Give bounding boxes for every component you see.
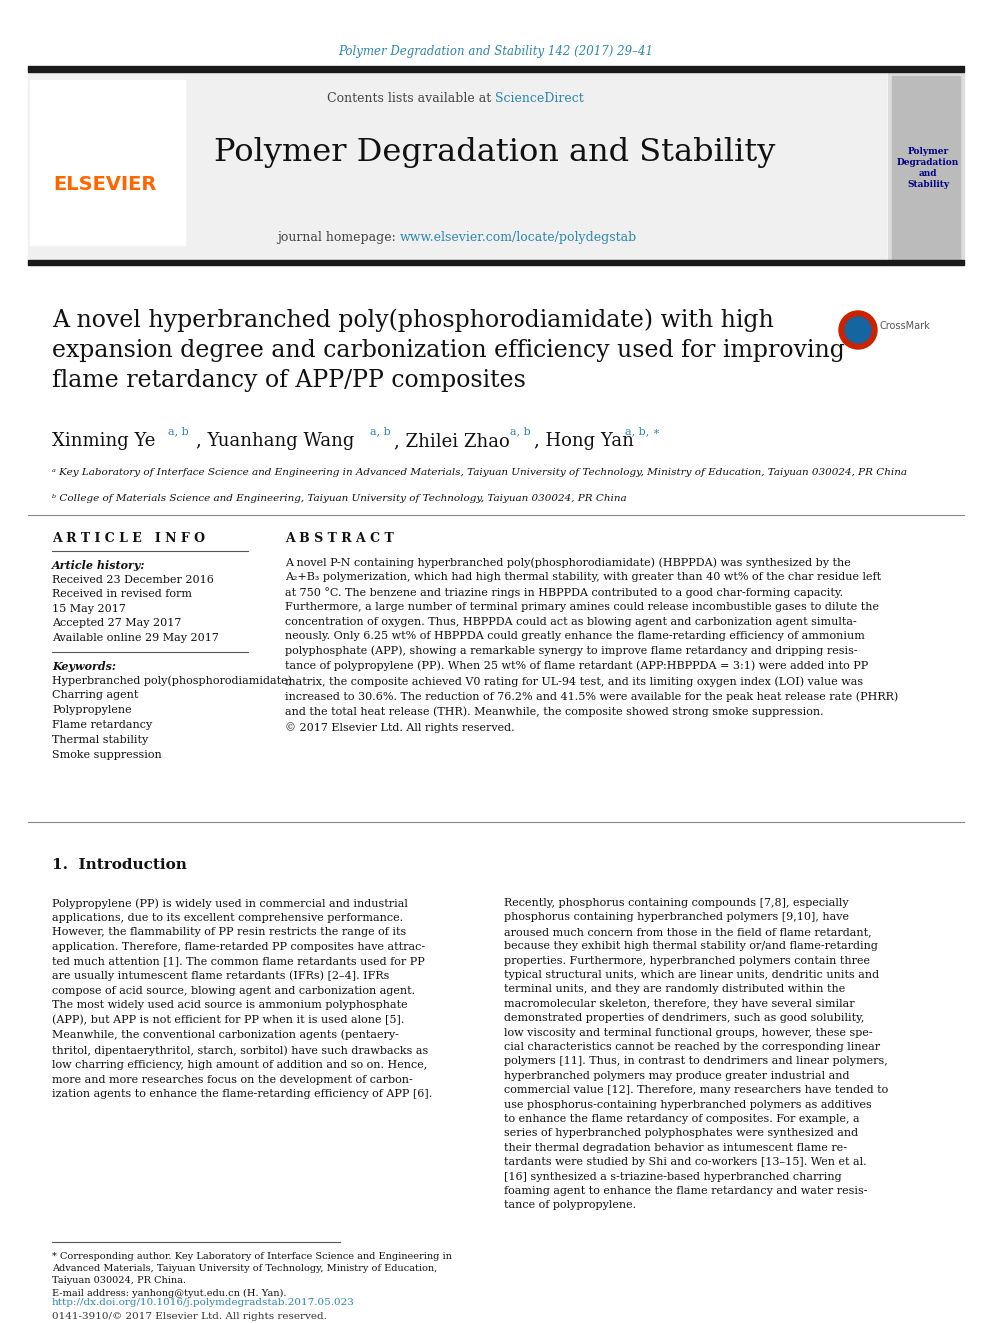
- Text: Polymer Degradation and Stability: Polymer Degradation and Stability: [214, 136, 776, 168]
- Text: CrossMark: CrossMark: [880, 321, 930, 331]
- Text: A B S T R A C T: A B S T R A C T: [285, 532, 394, 545]
- Text: , Zhilei Zhao: , Zhilei Zhao: [394, 433, 510, 450]
- Bar: [30, 79, 185, 245]
- Text: Recently, phosphorus containing compounds [7,8], especially
phosphorus containin: Recently, phosphorus containing compound…: [504, 898, 888, 1211]
- Text: ᵇ College of Materials Science and Engineering, Taiyuan University of Technology: ᵇ College of Materials Science and Engin…: [52, 493, 627, 503]
- Text: a, b, ∗: a, b, ∗: [625, 426, 661, 437]
- Text: www.elsevier.com/locate/polydegstab: www.elsevier.com/locate/polydegstab: [400, 230, 637, 243]
- Text: ᵃ Key Laboratory of Interface Science and Engineering in Advanced Materials, Tai: ᵃ Key Laboratory of Interface Science an…: [52, 468, 907, 478]
- Text: * Corresponding author. Key Laboratory of Interface Science and Engineering in
A: * Corresponding author. Key Laboratory o…: [52, 1252, 452, 1298]
- Text: Polymer
Degradation
and
Stability: Polymer Degradation and Stability: [897, 147, 959, 189]
- Text: A novel hyperbranched poly(phosphorodiamidate) with high
expansion degree and ca: A novel hyperbranched poly(phosphorodiam…: [52, 308, 845, 392]
- Text: A novel P-N containing hyperbranched poly(phosphorodiamidate) (HBPPDA) was synth: A novel P-N containing hyperbranched pol…: [285, 557, 898, 733]
- Bar: [888, 71, 964, 265]
- Text: a, b: a, b: [370, 426, 391, 437]
- Text: A R T I C L E   I N F O: A R T I C L E I N F O: [52, 532, 205, 545]
- Text: a, b: a, b: [510, 426, 531, 437]
- Bar: [892, 75, 960, 261]
- Text: Polypropylene (PP) is widely used in commercial and industrial
applications, due: Polypropylene (PP) is widely used in com…: [52, 898, 433, 1099]
- Text: ScienceDirect: ScienceDirect: [495, 91, 583, 105]
- Text: , Hong Yan: , Hong Yan: [534, 433, 634, 450]
- Bar: [28, 261, 964, 265]
- Circle shape: [839, 311, 877, 349]
- Circle shape: [845, 318, 871, 343]
- Text: journal homepage:: journal homepage:: [277, 230, 400, 243]
- Text: Xinming Ye: Xinming Ye: [52, 433, 156, 450]
- Text: Polymer Degradation and Stability 142 (2017) 29–41: Polymer Degradation and Stability 142 (2…: [338, 45, 654, 58]
- Text: Keywords:: Keywords:: [52, 662, 116, 672]
- Text: ELSEVIER: ELSEVIER: [54, 176, 157, 194]
- Text: Hyperbranched poly(phosphorodiamidate)
Charring agent
Polypropylene
Flame retard: Hyperbranched poly(phosphorodiamidate) C…: [52, 675, 292, 759]
- Text: Received 23 December 2016
Received in revised form
15 May 2017
Accepted 27 May 2: Received 23 December 2016 Received in re…: [52, 576, 219, 643]
- Text: 0141-3910/© 2017 Elsevier Ltd. All rights reserved.: 0141-3910/© 2017 Elsevier Ltd. All right…: [52, 1312, 327, 1320]
- Text: http://dx.doi.org/10.1016/j.polymdegradstab.2017.05.023: http://dx.doi.org/10.1016/j.polymdegrads…: [52, 1298, 355, 1307]
- Text: 1.  Introduction: 1. Introduction: [52, 859, 186, 872]
- Bar: [28, 71, 886, 265]
- Text: Contents lists available at: Contents lists available at: [326, 91, 495, 105]
- Text: Article history:: Article history:: [52, 560, 146, 572]
- Bar: [28, 66, 964, 71]
- Text: , Yuanhang Wang: , Yuanhang Wang: [196, 433, 354, 450]
- Text: a, b: a, b: [168, 426, 188, 437]
